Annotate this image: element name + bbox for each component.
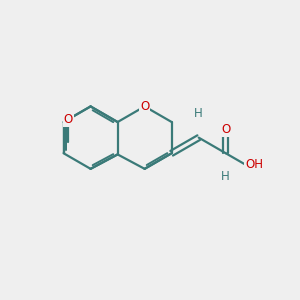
Text: O: O bbox=[64, 113, 73, 126]
Text: O: O bbox=[140, 100, 149, 113]
Text: O: O bbox=[221, 123, 230, 136]
Text: H: H bbox=[221, 170, 230, 183]
Text: H: H bbox=[194, 107, 203, 121]
Text: OH: OH bbox=[245, 158, 263, 171]
